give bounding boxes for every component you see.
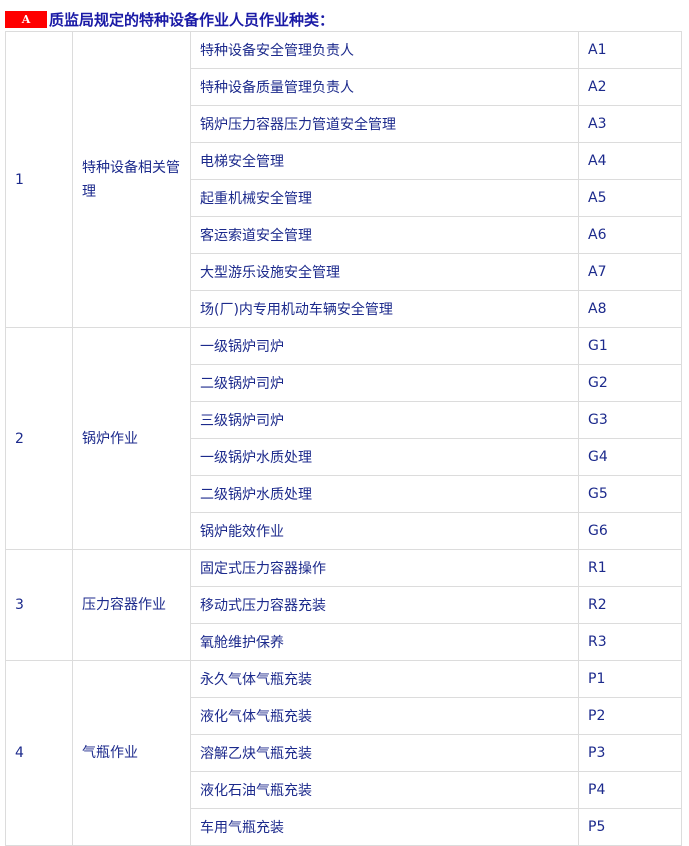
group-name: 特种设备相关管理 — [72, 31, 191, 328]
group-number: 4 — [5, 660, 73, 846]
table-row: 液化气体气瓶充装 P2 — [6, 697, 682, 735]
item-code: R1 — [578, 549, 682, 587]
item-code: R2 — [578, 586, 682, 624]
group-number: 3 — [5, 549, 73, 661]
section-title: A 质监局规定的特种设备作业人员作业种类： — [5, 8, 334, 30]
group-number: 1 — [5, 31, 73, 328]
table-row: 电梯安全管理 A4 — [6, 142, 682, 180]
item-name: 电梯安全管理 — [190, 142, 579, 180]
item-code: A4 — [578, 142, 682, 180]
table-row: 特种设备质量管理负责人 A2 — [6, 68, 682, 106]
table-row: 1 特种设备相关管理 特种设备安全管理负责人 A1 — [5, 31, 682, 328]
table-row: 客运索道安全管理 A6 — [6, 216, 682, 254]
item-code: A6 — [578, 216, 682, 254]
item-name: 场(厂)内专用机动车辆安全管理 — [190, 290, 579, 328]
table-row: 锅炉能效作业 G6 — [6, 512, 682, 550]
item-code: P2 — [578, 697, 682, 735]
group-name: 气瓶作业 — [72, 660, 191, 846]
item-name: 溶解乙炔气瓶充装 — [190, 734, 579, 772]
table-row: 液化石油气瓶充装 P4 — [6, 771, 682, 809]
item-name: 特种设备安全管理负责人 — [190, 31, 579, 69]
item-code: R3 — [578, 623, 682, 661]
item-name: 大型游乐设施安全管理 — [190, 253, 579, 291]
table-row: 3 压力容器作业 固定式压力容器操作 R1 — [5, 549, 682, 661]
item-name: 锅炉压力容器压力管道安全管理 — [190, 105, 579, 143]
item-name: 三级锅炉司炉 — [190, 401, 579, 439]
item-code: G2 — [578, 364, 682, 402]
table-row: 氧舱维护保养 R3 — [6, 623, 682, 661]
item-code: P5 — [578, 808, 682, 846]
section-badge: A — [5, 10, 47, 28]
item-name: 特种设备质量管理负责人 — [190, 68, 579, 106]
item-code: P4 — [578, 771, 682, 809]
item-code: A1 — [578, 31, 682, 69]
item-name: 车用气瓶充装 — [190, 808, 579, 846]
table-row: 锅炉压力容器压力管道安全管理 A3 — [6, 105, 682, 143]
item-name: 一级锅炉司炉 — [190, 327, 579, 365]
table-row: 三级锅炉司炉 G3 — [6, 401, 682, 439]
item-name: 固定式压力容器操作 — [190, 549, 579, 587]
item-name: 移动式压力容器充装 — [190, 586, 579, 624]
group-name: 锅炉作业 — [72, 327, 191, 550]
table-row: 二级锅炉司炉 G2 — [6, 364, 682, 402]
item-name: 客运索道安全管理 — [190, 216, 579, 254]
item-code: P3 — [578, 734, 682, 772]
item-code: G1 — [578, 327, 682, 365]
item-code: A5 — [578, 179, 682, 217]
item-code: G6 — [578, 512, 682, 550]
table-row: 二级锅炉水质处理 G5 — [6, 475, 682, 513]
item-name: 液化气体气瓶充装 — [190, 697, 579, 735]
group-number: 2 — [5, 327, 73, 550]
table-row: 4 气瓶作业 永久气体气瓶充装 P1 — [5, 660, 682, 846]
item-name: 二级锅炉水质处理 — [190, 475, 579, 513]
item-code: A7 — [578, 253, 682, 291]
table-row: 移动式压力容器充装 R2 — [6, 586, 682, 624]
item-name: 二级锅炉司炉 — [190, 364, 579, 402]
table-row: 2 锅炉作业 一级锅炉司炉 G1 — [5, 327, 682, 550]
item-code: G3 — [578, 401, 682, 439]
table-row: 场(厂)内专用机动车辆安全管理 A8 — [6, 290, 682, 328]
item-name: 液化石油气瓶充装 — [190, 771, 579, 809]
table-row: 溶解乙炔气瓶充装 P3 — [6, 734, 682, 772]
work-types-table: 1 特种设备相关管理 特种设备安全管理负责人 A1 特种设备质量管理负责人 A2 锅炉压力容… — [5, 31, 682, 846]
item-name: 起重机械安全管理 — [190, 179, 579, 217]
section-title-text: 质监局规定的特种设备作业人员作业种类： — [49, 10, 335, 29]
group-name: 压力容器作业 — [72, 549, 191, 661]
item-name: 氧舱维护保养 — [190, 623, 579, 661]
item-code: P1 — [578, 660, 682, 698]
item-code: A8 — [578, 290, 682, 328]
item-name: 一级锅炉水质处理 — [190, 438, 579, 476]
table-row: 大型游乐设施安全管理 A7 — [6, 253, 682, 291]
item-name: 永久气体气瓶充装 — [190, 660, 579, 698]
item-code: A3 — [578, 105, 682, 143]
item-code: A2 — [578, 68, 682, 106]
item-code: G5 — [578, 475, 682, 513]
table-row: 起重机械安全管理 A5 — [6, 179, 682, 217]
item-name: 锅炉能效作业 — [190, 512, 579, 550]
item-code: G4 — [578, 438, 682, 476]
